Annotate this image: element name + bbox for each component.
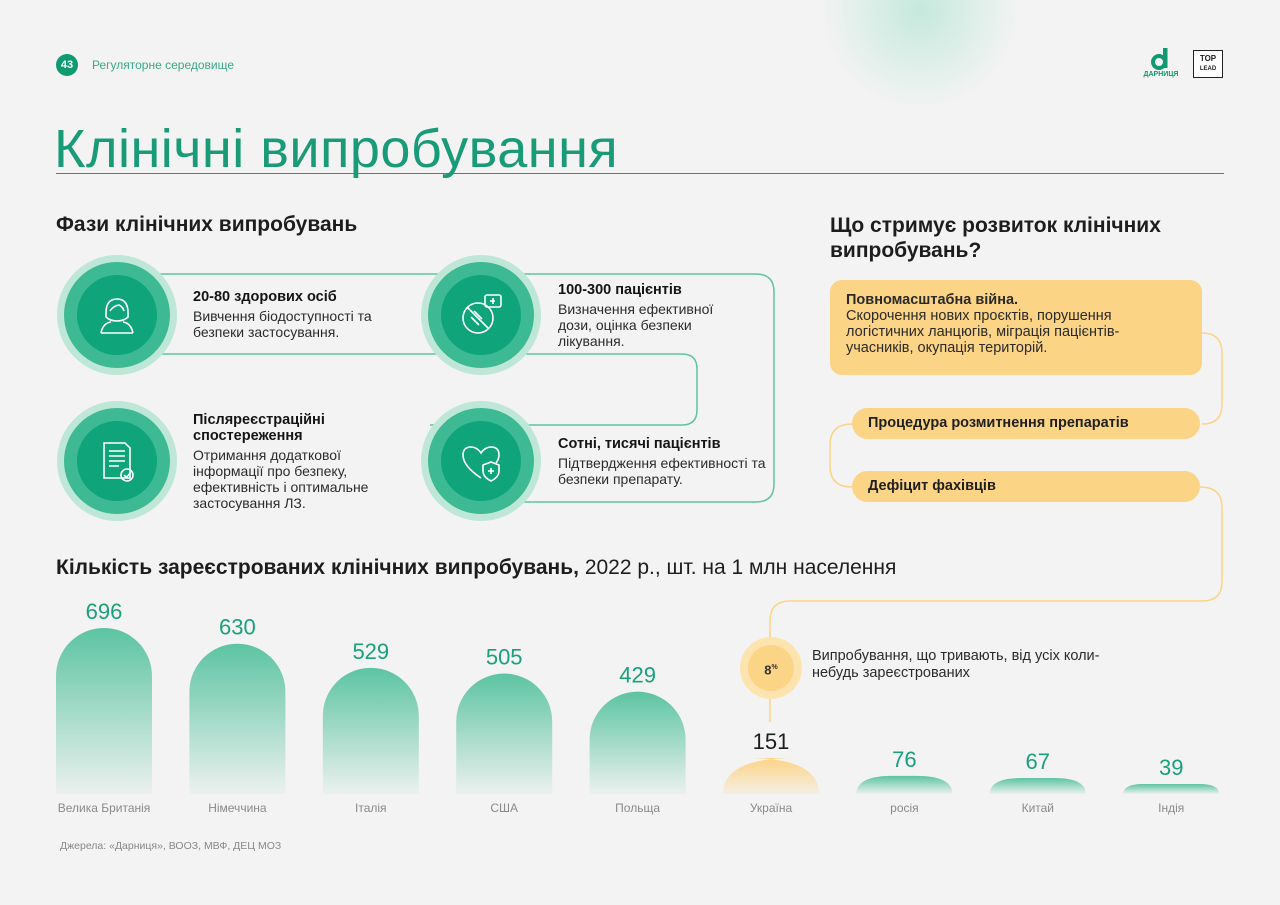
phase-2-desc: Визначення ефективної дози, оцінка безпе… [558,301,714,349]
section-label: Регуляторне середовище [92,58,235,72]
bar-value-label-8: 39 [1159,755,1183,780]
war-blocker-card: Повномасштабна війна. Скорочення нових п… [830,280,1202,375]
chart-title-rest: 2022 р., шт. на 1 млн населення [584,556,897,579]
war-desc: Скорочення нових проєктів, порушення лог… [846,308,1120,356]
heart-shield-icon [462,446,500,482]
percent-number: 8 [764,662,772,678]
blockers-heading: Що стримує розвиток клінічних випробуван… [830,214,1161,262]
bar-8 [1123,784,1220,794]
document-check-icon [103,442,134,482]
toplead-logo-line2: LEAD [1199,66,1217,72]
phase-3-title: Сотні, тисячі пацієнтів [558,436,721,452]
phase-1-badge [57,255,177,375]
page-number: 43 [56,54,78,76]
percent-unit: % [771,664,778,671]
chart-title-bold: Кількість зареєстрованих клінічних випро… [56,556,579,579]
bar-category-label-2: Італія [355,801,387,815]
phase-1-text: 20-80 здорових осіб Вивчення біодоступно… [193,289,403,340]
bar-category-label-5: Україна [750,801,793,815]
bar-category-label-1: Німеччина [208,801,267,815]
bar-value-label-4: 429 [619,663,656,688]
bar-category-label-8: Індія [1158,801,1184,815]
page-title: Клінічні випробування [54,119,619,179]
bar-value-label-7: 67 [1026,749,1050,774]
bar-6 [856,775,953,794]
war-title: Повномасштабна війна. [846,292,1019,308]
phase-4-text: Післяреєстраційні спостереження Отриманн… [193,412,403,511]
bar-2 [322,667,419,794]
bar-value-label-6: 76 [892,747,916,772]
bar-4 [589,691,686,794]
phase-3-badge [421,401,541,521]
phase-2-badge [421,255,541,375]
bar-value-label-5: 151 [753,729,790,754]
darnytsia-logo-text: ДАРНИЦЯ [1143,71,1179,78]
bar-value-label-0: 696 [86,599,123,624]
bar-5 [723,757,819,794]
darnytsia-logo: ДАРНИЦЯ [1140,48,1182,82]
phases-heading: Фази клінічних випробувань [56,213,358,236]
bar-value-label-1: 630 [219,615,256,640]
bar-category-label-7: Китай [1022,801,1054,815]
bar-category-label-4: Польща [615,801,660,815]
person-icon [100,298,134,334]
bar-value-label-3: 505 [486,645,523,670]
phase-4-title: Післяреєстраційні спостереження [193,412,325,444]
phase-4-badge [57,401,177,521]
phase-1-title: 20-80 здорових осіб [193,289,337,305]
phase-3-desc: Підтвердження ефективності та безпеки пр… [558,455,766,487]
blocker-customs: Процедура розмитнення препаратів [852,408,1200,439]
blocker-staff-shortage: Дефіцит фахівців [852,471,1200,502]
phase-4-desc: Отримання додаткової інформації про безп… [193,447,369,511]
ukraine-percent-badge: 8% [740,637,802,699]
bar-7 [989,778,1086,794]
phase-3-text: Сотні, тисячі пацієнтів Підтвердження еф… [558,436,773,487]
phase-2-title: 100-300 пацієнтів [558,282,682,298]
bar-0 [56,628,152,794]
toplead-logo: TOP LEAD [1193,50,1223,78]
phase-2-text: 100-300 пацієнтів Визначення ефективної … [558,282,748,349]
bar-value-label-2: 529 [352,639,389,664]
bar-category-label-3: США [490,801,518,815]
title-divider [56,173,1224,174]
darnytsia-logo-icon [1151,48,1168,70]
bar-category-label-0: Велика Британія [58,801,151,815]
ukraine-percent-value: 8% [748,645,794,691]
no-pills-icon [462,294,502,334]
chart-title: Кількість зареєстрованих клінічних випро… [56,556,896,580]
phase-1-desc: Вивчення біодоступності та безпеки засто… [193,308,372,340]
bar-1 [189,643,286,794]
toplead-logo-line1: TOP [1199,54,1217,63]
bar-category-label-6: росія [890,801,919,815]
sources-note: Джерела: «Дарниця», ВООЗ, МВФ, ДЕЦ МОЗ [60,840,282,852]
ukraine-percent-text: Випробування, що тривають, від усіх коли… [812,648,1100,681]
bar-3 [456,673,553,794]
